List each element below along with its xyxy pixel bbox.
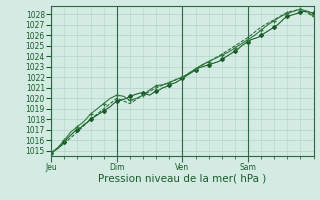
X-axis label: Pression niveau de la mer( hPa ): Pression niveau de la mer( hPa ) [98,173,267,183]
